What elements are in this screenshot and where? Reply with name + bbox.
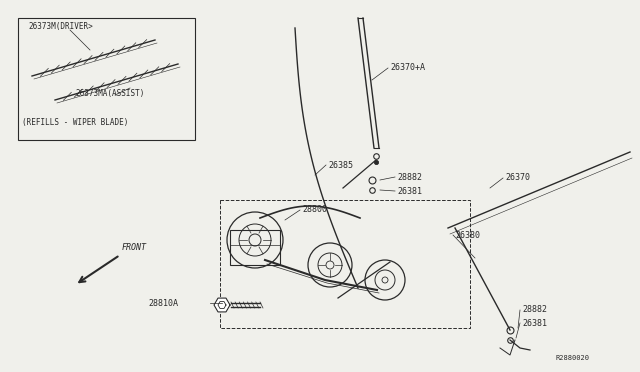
Text: 28882: 28882 [397,173,422,182]
Text: 26370: 26370 [505,173,530,183]
Text: 28810A: 28810A [148,298,178,308]
Bar [230,230,280,265]
Text: 26370+A: 26370+A [390,64,425,73]
Bar [18,18,195,140]
Text: 26381: 26381 [522,318,547,327]
Text: FRONT: FRONT [122,243,147,252]
Text: (REFILLS - WIPER BLADE): (REFILLS - WIPER BLADE) [22,118,129,127]
Text: 26381: 26381 [397,186,422,196]
Text: 26373M(DRIVER>: 26373M(DRIVER> [28,22,93,31]
Text: 28800: 28800 [302,205,327,215]
Bar [220,200,470,328]
Text: 26380: 26380 [455,231,480,240]
Text: 26373MA(ASSIST): 26373MA(ASSIST) [75,89,145,98]
Text: 28882: 28882 [522,305,547,314]
Text: 26385: 26385 [328,160,353,170]
Polygon shape [214,298,230,312]
Text: R2880020: R2880020 [556,355,590,361]
